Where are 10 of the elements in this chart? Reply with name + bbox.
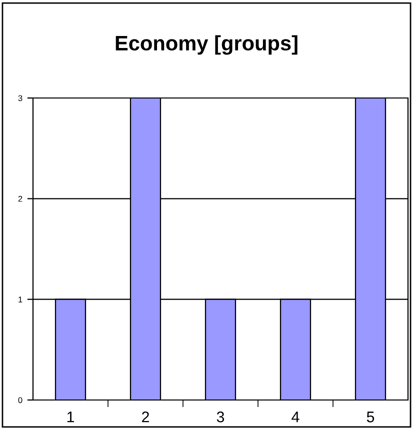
x-tick-label: 2 [142,412,149,422]
x-tick-label: 4 [292,412,300,422]
x-tick-label: 1 [67,412,74,422]
y-tick-label: 0 [18,397,22,404]
x-tick-label: 5 [366,412,374,422]
chart-title: Economy [groups] [116,35,298,55]
y-tick-label: 2 [18,196,22,202]
y-tick-label: 3 [18,95,22,102]
x-tick-label: 3 [216,412,224,422]
y-tick-label: 1 [18,296,22,302]
